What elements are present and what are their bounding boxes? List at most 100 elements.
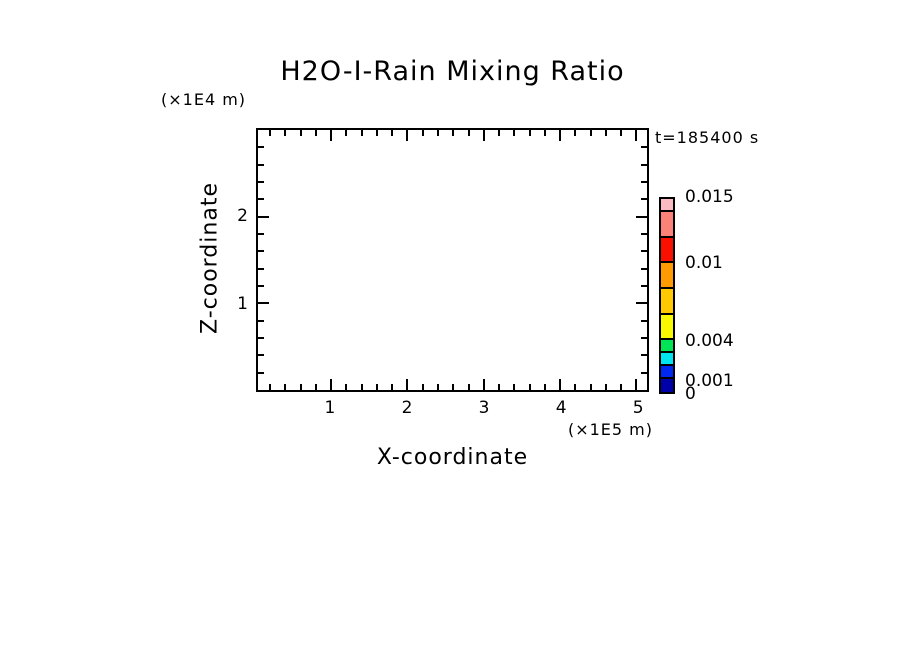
plot-title: H2O-I-Rain Mixing Ratio: [280, 56, 625, 87]
minor-tick-mark: [284, 130, 287, 136]
colorbar-segment: [661, 237, 673, 264]
minor-tick-mark: [269, 130, 272, 136]
colorbar-segment: [661, 314, 673, 341]
minor-tick-mark: [467, 130, 470, 136]
minor-tick-mark: [299, 130, 302, 136]
minor-tick-mark: [314, 384, 317, 390]
minor-tick-mark: [620, 384, 623, 390]
minor-tick-mark: [620, 130, 623, 136]
minor-tick-mark: [589, 130, 592, 136]
minor-tick-mark: [543, 130, 546, 136]
major-tick-mark: [635, 379, 638, 390]
minor-tick-mark: [421, 130, 424, 136]
minor-tick-mark: [604, 384, 607, 390]
colorbar-segment: [661, 263, 673, 290]
minor-tick-mark: [641, 198, 647, 201]
minor-tick-mark: [258, 354, 264, 357]
major-tick-mark: [482, 130, 485, 141]
minor-tick-mark: [513, 384, 516, 390]
minor-tick-mark: [498, 384, 501, 390]
minor-tick-mark: [641, 146, 647, 149]
minor-tick-mark: [375, 130, 378, 136]
colorbar-tick-label: 0.01: [685, 252, 723, 273]
minor-tick-mark: [498, 130, 501, 136]
minor-tick-mark: [604, 130, 607, 136]
x-tick-label: 5: [632, 398, 644, 418]
major-tick-mark: [635, 130, 638, 141]
major-tick-mark: [330, 379, 333, 390]
colorbar-tick-label: 0.015: [685, 187, 734, 207]
colorbar-segment: [661, 289, 673, 315]
minor-tick-mark: [284, 384, 287, 390]
minor-tick-mark: [641, 371, 647, 374]
colorbar-segment: [661, 353, 673, 367]
minor-tick-mark: [258, 337, 264, 339]
minor-tick-mark: [391, 384, 394, 390]
major-tick-mark: [258, 215, 269, 218]
minor-tick-mark: [641, 181, 647, 183]
minor-tick-mark: [641, 354, 647, 357]
minor-tick-mark: [345, 384, 348, 390]
minor-tick-mark: [641, 285, 647, 287]
x-axis-units: (×1E5 m): [567, 420, 653, 439]
major-tick-mark: [482, 379, 485, 390]
minor-tick-mark: [641, 337, 647, 339]
colorbar-tick-labels: 0.015 0.01 0.004 0.001 0: [685, 187, 775, 404]
major-tick-mark: [258, 302, 269, 305]
minor-tick-mark: [528, 130, 531, 136]
x-axis-label: X-coordinate: [376, 445, 529, 470]
minor-tick-mark: [258, 250, 264, 253]
minor-tick-mark: [360, 130, 363, 136]
timestamp-label: t=185400 s: [655, 128, 760, 147]
minor-tick-mark: [437, 384, 439, 390]
minor-tick-mark: [641, 267, 647, 270]
minor-tick-mark: [258, 285, 264, 287]
minor-tick-mark: [258, 371, 264, 374]
minor-tick-mark: [641, 250, 647, 253]
colorbar-segment: [661, 211, 673, 238]
colorbar-tick-label: 0.004: [685, 331, 734, 352]
minor-tick-mark: [528, 384, 531, 390]
major-tick-mark: [636, 302, 647, 305]
colorbar: [659, 197, 675, 394]
x-axis-tick-labels: 1 2 3 4 5: [256, 398, 649, 418]
minor-tick-mark: [452, 130, 455, 136]
minor-tick-mark: [437, 130, 439, 136]
colorbar-segment: [661, 340, 673, 354]
x-tick-label: 1: [324, 398, 336, 418]
minor-tick-mark: [513, 130, 516, 136]
major-tick-mark: [636, 215, 647, 218]
minor-tick-mark: [391, 130, 394, 136]
minor-tick-mark: [641, 319, 647, 322]
colorbar-segment: [661, 366, 673, 380]
minor-tick-mark: [258, 146, 264, 149]
colorbar-tick-label: 0.001: [685, 370, 734, 391]
minor-tick-mark: [467, 384, 470, 390]
minor-tick-mark: [258, 319, 264, 322]
colorbar-segment: [661, 379, 673, 392]
minor-tick-mark: [345, 130, 348, 136]
y-tick-label: 2: [237, 206, 248, 226]
minor-tick-mark: [375, 384, 378, 390]
minor-tick-mark: [258, 198, 264, 201]
major-tick-mark: [406, 379, 409, 390]
plot-area: [256, 128, 649, 392]
minor-tick-mark: [589, 384, 592, 390]
minor-tick-mark: [641, 163, 647, 166]
colorbar-segment: [661, 199, 673, 212]
major-tick-mark: [406, 130, 409, 141]
x-tick-label: 4: [555, 398, 567, 418]
minor-tick-mark: [258, 267, 264, 270]
minor-tick-mark: [269, 384, 272, 390]
colorbar-tick-label: 0: [685, 384, 696, 404]
minor-tick-mark: [299, 384, 302, 390]
x-tick-label: 2: [401, 398, 413, 418]
minor-tick-mark: [641, 233, 647, 235]
y-axis-units: (×1E4 m): [161, 90, 247, 109]
minor-tick-mark: [574, 130, 577, 136]
minor-tick-mark: [421, 384, 424, 390]
minor-tick-mark: [314, 130, 317, 136]
major-tick-mark: [559, 130, 562, 141]
